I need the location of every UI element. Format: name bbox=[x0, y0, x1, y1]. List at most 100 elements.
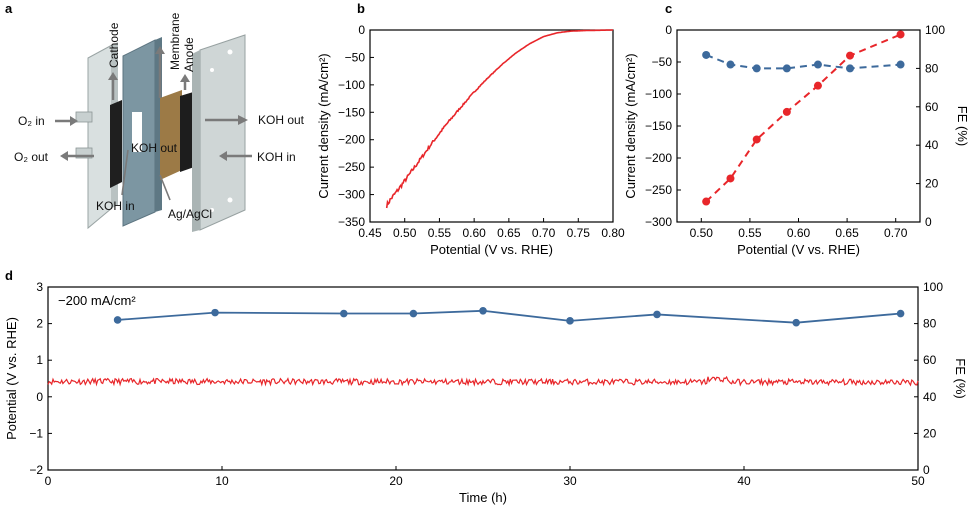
x-tick-label: 0.65 bbox=[835, 226, 859, 240]
x-tick-label: 0.60 bbox=[787, 226, 811, 240]
y2-tick-label: 60 bbox=[923, 353, 937, 367]
x-tick-label: 0.50 bbox=[393, 226, 417, 240]
current-density-point bbox=[846, 51, 855, 60]
anode-end-plate bbox=[199, 34, 246, 231]
label-membrane: Membrane bbox=[168, 12, 182, 70]
x-axis-label: Potential (V vs. RHE) bbox=[430, 242, 553, 257]
o2-out-port bbox=[75, 147, 93, 159]
y-tick-label: −2 bbox=[29, 463, 43, 477]
x-tick-label: 20 bbox=[389, 474, 403, 488]
y-tick-label: −150 bbox=[338, 105, 365, 119]
x-tick-label: 30 bbox=[563, 474, 577, 488]
fe-point bbox=[211, 308, 219, 317]
y2-tick-label: 0 bbox=[923, 463, 930, 477]
x-tick-label: 0.60 bbox=[462, 226, 486, 240]
x-tick-label: 0.50 bbox=[690, 226, 714, 240]
x-tick-label: 0.55 bbox=[428, 226, 452, 240]
label-koh-in-right: KOH in bbox=[257, 150, 296, 164]
x-tick-label: 50 bbox=[911, 474, 925, 488]
plot-frame bbox=[676, 29, 921, 223]
y-tick-label: −50 bbox=[345, 50, 366, 64]
y2-tick-label: 20 bbox=[925, 177, 939, 191]
x-tick-label: 0.55 bbox=[738, 226, 762, 240]
fe-point bbox=[896, 60, 905, 69]
y2-tick-label: 40 bbox=[923, 390, 937, 404]
x-tick-label: 0.45 bbox=[358, 226, 382, 240]
current-density-point bbox=[813, 81, 822, 90]
x-tick-label: 0 bbox=[45, 474, 52, 488]
y-tick-label: −250 bbox=[338, 160, 365, 174]
y2-tick-label: 40 bbox=[925, 138, 939, 152]
panel-c-letter: c bbox=[665, 1, 672, 16]
fe-point bbox=[792, 318, 800, 327]
y-tick-label: −150 bbox=[645, 119, 672, 133]
fe-point bbox=[340, 309, 348, 318]
current-density-point bbox=[702, 197, 711, 206]
label-cathode: Cathode bbox=[107, 22, 121, 68]
y-tick-label: 2 bbox=[36, 317, 43, 331]
y-tick-label: −50 bbox=[652, 55, 673, 69]
label-o2-in: O₂ in bbox=[18, 114, 45, 128]
fe-line bbox=[705, 54, 901, 70]
membrane bbox=[160, 90, 182, 180]
x-axis-label: Potential (V vs. RHE) bbox=[737, 242, 860, 257]
current-density-point bbox=[782, 107, 791, 116]
y-axis-label: Potential (V vs. RHE) bbox=[4, 317, 19, 440]
x-tick-label: 0.65 bbox=[497, 226, 521, 240]
plot-frame bbox=[47, 286, 919, 471]
y-tick-label: −100 bbox=[645, 87, 672, 101]
y2-tick-label: 80 bbox=[923, 317, 937, 331]
panel-b-chart: b 0.45 0.50 0.55 0.60 0.65 0.70 0.75 0.80 Potenti… bbox=[316, 1, 625, 257]
potential-trace bbox=[47, 375, 919, 388]
cathode-electrode bbox=[110, 100, 122, 188]
panel-a-schematic: a bbox=[5, 1, 305, 232]
label-koh-out-mid: KOH out bbox=[131, 141, 178, 155]
o2-in-port bbox=[75, 111, 93, 123]
fe-point bbox=[813, 60, 822, 69]
current-density-point bbox=[726, 174, 735, 183]
plot-frame bbox=[369, 29, 614, 223]
y-tick-label: −1 bbox=[29, 426, 43, 440]
y-tick-label: −350 bbox=[338, 215, 365, 229]
y2-tick-label: 80 bbox=[925, 61, 939, 75]
x-axis-label: Time (h) bbox=[459, 490, 507, 505]
fe-point bbox=[782, 64, 791, 73]
x-tick-label: 0.70 bbox=[532, 226, 556, 240]
y2-tick-label: 100 bbox=[925, 23, 945, 37]
y-tick-label: −100 bbox=[338, 78, 365, 92]
panel-b-letter: b bbox=[357, 1, 365, 16]
label-ag-agcl: Ag/AgCl bbox=[168, 207, 212, 221]
fe-point bbox=[846, 64, 855, 73]
current-density-point bbox=[896, 30, 905, 39]
y-tick-label: −300 bbox=[645, 215, 672, 229]
x-tick-label: 0.75 bbox=[567, 226, 591, 240]
fe-point bbox=[479, 306, 487, 315]
y2-axis-label: FE (%) bbox=[953, 358, 968, 398]
fe-point bbox=[566, 317, 574, 325]
panel-d-letter: d bbox=[5, 268, 13, 283]
y-tick-label: −300 bbox=[338, 188, 365, 202]
current-density-line bbox=[705, 33, 901, 203]
y-tick-label: 1 bbox=[36, 353, 43, 367]
panel-d-chart: d 0 10 20 30 40 50 Time (h) −2 −1 0 1 2 3 Potential (V… bbox=[4, 268, 968, 505]
x-tick-label: 0.80 bbox=[601, 226, 625, 240]
panel-c-chart: c 0.50 0.55 0.60 0.65 0.70 Potential (V vs. RH… bbox=[623, 1, 970, 257]
y-tick-label: 0 bbox=[665, 23, 672, 37]
fe-point bbox=[653, 310, 661, 319]
y2-tick-label: 0 bbox=[925, 215, 932, 229]
panel-a-letter: a bbox=[5, 1, 13, 16]
label-koh-in-left: KOH in bbox=[96, 199, 135, 213]
y-tick-label: −200 bbox=[645, 151, 672, 165]
y2-tick-label: 100 bbox=[923, 280, 943, 294]
polarization-curve bbox=[385, 29, 613, 209]
x-tick-label: 40 bbox=[737, 474, 751, 488]
label-koh-out-right: KOH out bbox=[258, 113, 305, 127]
fe-line bbox=[117, 309, 901, 324]
y2-tick-label: 20 bbox=[923, 426, 937, 440]
y-tick-label: −200 bbox=[338, 133, 365, 147]
y-tick-label: 0 bbox=[36, 390, 43, 404]
fe-point bbox=[726, 60, 735, 69]
label-o2-out: O₂ out bbox=[14, 150, 49, 164]
y-tick-label: −250 bbox=[645, 183, 672, 197]
